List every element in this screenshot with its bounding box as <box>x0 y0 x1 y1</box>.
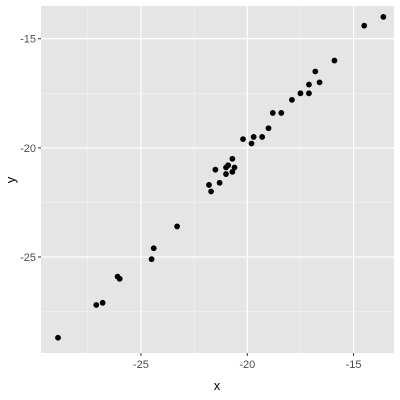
x-tick-label: -20 <box>239 359 255 371</box>
data-point <box>240 136 246 143</box>
data-point <box>306 90 312 97</box>
data-point <box>316 79 323 86</box>
data-point <box>99 299 106 306</box>
data-point <box>331 57 338 64</box>
data-point <box>269 110 276 116</box>
data-point <box>265 125 272 132</box>
data-point <box>206 182 212 188</box>
y-axis-title: y <box>3 176 18 183</box>
data-point <box>148 256 155 263</box>
x-axis-title: x <box>214 378 221 393</box>
data-point <box>116 275 123 282</box>
data-point <box>55 334 61 341</box>
data-point <box>231 164 238 171</box>
major-gridlines <box>41 6 394 353</box>
y-tick-label: -20 <box>20 143 36 155</box>
data-point <box>306 81 312 88</box>
data-point <box>212 166 219 173</box>
data-point <box>229 155 236 162</box>
y-tick-label: -25 <box>20 252 36 264</box>
data-point <box>278 110 285 116</box>
x-tick-label: -25 <box>133 359 149 371</box>
data-point <box>208 188 215 195</box>
data-point <box>297 90 304 97</box>
data-point <box>259 134 266 140</box>
minor-gridlines <box>41 6 394 353</box>
data-point <box>250 134 257 140</box>
data-point <box>361 22 368 29</box>
x-axis-ticks: -25 -20 -15 <box>133 353 362 371</box>
plot-panel <box>41 6 394 353</box>
data-point <box>229 168 236 175</box>
data-point <box>174 223 180 230</box>
data-points <box>55 14 387 341</box>
data-point <box>216 179 223 186</box>
data-point <box>150 245 157 252</box>
data-point <box>223 171 229 177</box>
data-point <box>225 162 232 169</box>
data-point <box>380 14 387 20</box>
data-point <box>289 96 295 103</box>
data-point <box>312 68 319 75</box>
y-tick-label: -15 <box>20 34 36 46</box>
data-point <box>93 302 100 308</box>
x-tick-label: -15 <box>346 359 362 371</box>
y-axis-ticks: -25 -20 -15 <box>20 34 41 264</box>
data-point <box>248 140 255 147</box>
